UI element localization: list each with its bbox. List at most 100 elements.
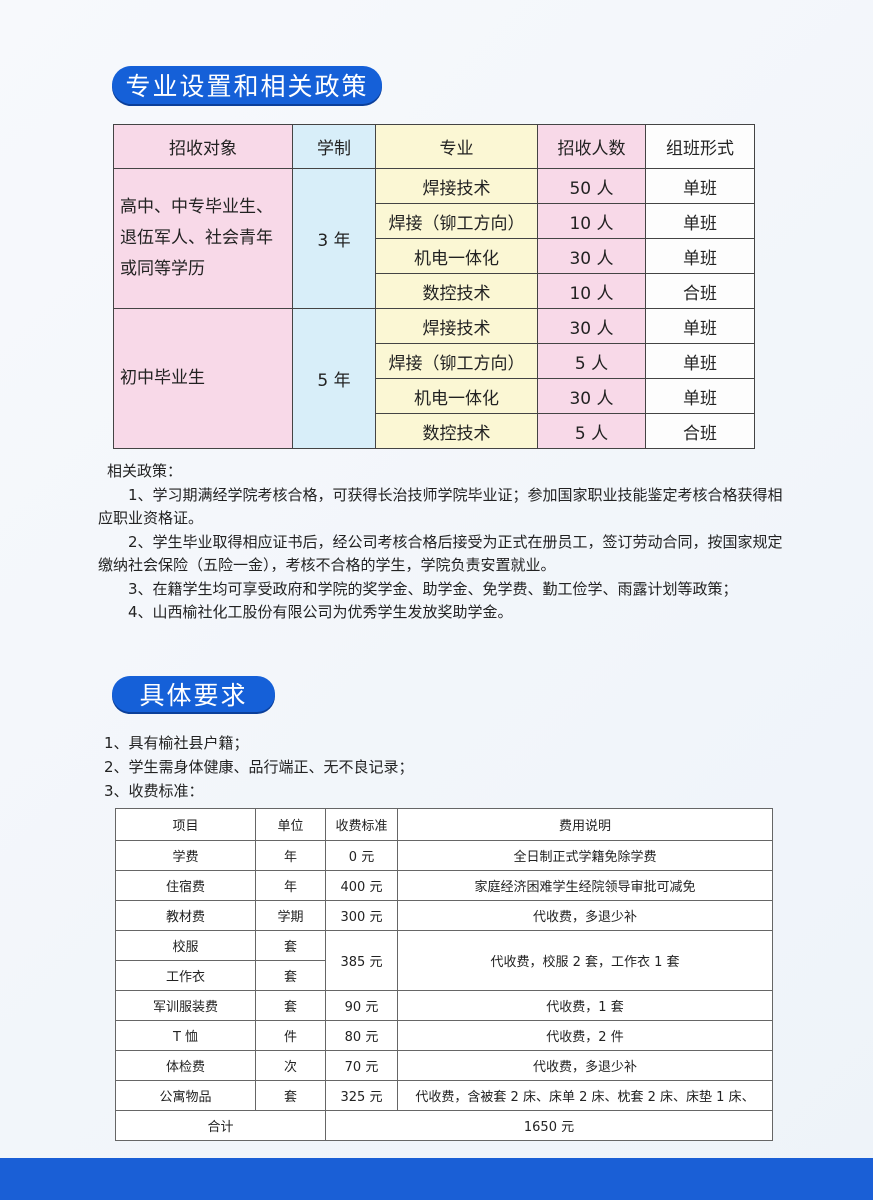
target-cell: 高中、中专毕业生、退伍军人、社会青年或同等学历 <box>113 168 293 309</box>
item-cell: 体检费 <box>115 1050 256 1081</box>
policy-item: 3、在籍学生均可享受政府和学院的奖学金、助学金、免学费、勤工俭学、雨露计划等政策… <box>128 579 738 598</box>
cell: 50 人 <box>537 168 646 204</box>
item-cell: 教材费 <box>115 900 256 931</box>
policy: 相关政策： 1、学习期满经学院考核合格，可获得长治技师学院毕业证；参加国家职业技能… <box>98 460 788 625</box>
cell: 5 人 <box>537 343 646 379</box>
row: 数控技术 5 人合班 <box>114 413 755 449</box>
policy-item: 1、学习期满经学院考核合格，可获得长治技师学院毕业证；参加国家职业技能鉴定考核合… <box>98 485 783 528</box>
cell: 单班 <box>645 308 755 344</box>
requirement: 2、学生需身体健康、品行端正、无不良记录； <box>104 758 414 776</box>
unit-cell: 件 <box>255 1020 326 1051</box>
note-cell: 家庭经济困难学生经院领导审批可减免 <box>397 870 773 901</box>
cell: 10 人 <box>537 203 646 239</box>
note-cell: 代收费，1 套 <box>397 990 773 1021</box>
row: 高中、中专毕业生、退伍军人、社会青年或同等学历 3 年焊接技术 50 人单班 <box>113 168 755 309</box>
unit-cell: 年 <box>255 870 326 901</box>
note-cell: 代收费，校服 2 套，工作衣 1 套 <box>397 930 773 991</box>
cell: 焊接（铆工方向） <box>375 343 538 379</box>
note-cell: 代收费，2 件 <box>397 1020 773 1051</box>
cell: 焊接技术 <box>375 308 538 344</box>
total-label: 合计 <box>115 1110 326 1141</box>
unit-cell: 套 <box>255 990 326 1021</box>
header-cell: 收费标准 <box>325 808 398 841</box>
target-cell: 初中毕业生 <box>113 308 293 449</box>
unit-cell: 学期 <box>255 900 326 931</box>
item-cell: 校服 <box>115 930 256 961</box>
cell: 焊接技术 <box>375 168 538 204</box>
row: 军训服装费套 90 元代收费，1 套 <box>115 990 773 1021</box>
row: 机电一体化 30 人单班 <box>114 378 755 414</box>
fee-cell: 400 元 <box>325 870 398 901</box>
policy-title: 相关政策： <box>107 462 183 480</box>
cell: 合班 <box>645 273 755 309</box>
header-cell: 学制 <box>292 124 376 169</box>
item-cell: T 恤 <box>115 1020 256 1051</box>
note-cell: 代收费，多退少补 <box>397 900 773 931</box>
cell: 焊接（铆工方向） <box>375 203 538 239</box>
row: 机电一体化 30 人单班 <box>114 238 755 274</box>
fee-cell: 0 元 <box>325 840 398 871</box>
unit-cell: 套 <box>255 960 326 991</box>
item-cell: 公寓物品 <box>115 1080 256 1111</box>
row: 焊接（铆工方向） 5 人单班 <box>114 343 755 379</box>
header-cell: 单位 <box>255 808 326 841</box>
requirement: 3、收费标准： <box>104 782 204 800</box>
footer-bar <box>0 1158 873 1200</box>
cell: 30 人 <box>537 238 646 274</box>
cell: 机电一体化 <box>375 378 538 414</box>
total-value: 1650 元 <box>325 1110 773 1141</box>
fee-cell: 385 元 <box>325 930 398 991</box>
duration-cell: 5 年 <box>292 308 376 449</box>
cell: 单班 <box>645 343 755 379</box>
enrollment-table: 招收对象 学制 专业 招收人数 组班形式 高中、中专毕业生、退伍军人、社会青年或同等学历 3… <box>113 124 755 449</box>
cell: 机电一体化 <box>375 238 538 274</box>
total-row: 合计 1650 元 <box>115 1110 773 1141</box>
row: 焊接（铆工方向） 10 人单班 <box>114 203 755 239</box>
row: 教材费 学期 300 元代收费，多退少补 <box>115 900 773 931</box>
cell: 5 人 <box>537 413 646 449</box>
fee-cell: 80 元 <box>325 1020 398 1051</box>
item-cell: 军训服装费 <box>115 990 256 1021</box>
item-cell: 学费 <box>115 840 256 871</box>
requirements: 1、具有榆社县户籍； 2、学生需身体健康、品行端正、无不良记录； 3、收费标准： <box>104 731 414 803</box>
cell: 单班 <box>645 168 755 204</box>
row: 住宿费年 400 元家庭经济困难学生经院领导审批可减免 <box>115 870 773 901</box>
row: 数控技术 10 人合班 <box>114 273 755 309</box>
row: 体检费次 70 元代收费，多退少补 <box>115 1050 773 1081</box>
header-cell: 招收对象 <box>113 124 293 169</box>
requirement: 1、具有榆社县户籍； <box>104 734 249 752</box>
unit-cell: 年 <box>255 840 326 871</box>
header-row: 招收对象 学制 专业 招收人数 组班形式 <box>113 124 755 169</box>
note-cell: 代收费，含被套 2 床、床单 2 床、枕套 2 床、床垫 1 床、 <box>397 1080 773 1111</box>
fee-cell: 70 元 <box>325 1050 398 1081</box>
header-cell: 招收人数 <box>537 124 646 169</box>
row: 公寓物品套 325 元代收费，含被套 2 床、床单 2 床、枕套 2 床、床垫 1… <box>115 1080 773 1111</box>
header-cell: 项目 <box>115 808 256 841</box>
header-cell: 费用说明 <box>397 808 773 841</box>
duration-cell: 3 年 <box>292 168 376 309</box>
row: 学费年 0 元全日制正式学籍免除学费 <box>115 840 773 871</box>
item-cell: 工作衣 <box>115 960 256 991</box>
cell: 单班 <box>645 378 755 414</box>
cell: 数控技术 <box>375 273 538 309</box>
header-cell: 专业 <box>375 124 538 169</box>
fee-cell: 300 元 <box>325 900 398 931</box>
row: 校服套 385 元代收费，校服 2 套，工作衣 1 套 <box>115 930 773 991</box>
unit-cell: 次 <box>255 1050 326 1081</box>
header-row: 项目 单位 收费标准 费用说明 <box>115 808 773 841</box>
header-cell: 组班形式 <box>645 124 755 169</box>
fee-cell: 90 元 <box>325 990 398 1021</box>
cell: 单班 <box>645 203 755 239</box>
fee-cell: 325 元 <box>325 1080 398 1111</box>
item-cell: 住宿费 <box>115 870 256 901</box>
cell: 30 人 <box>537 378 646 414</box>
note-cell: 代收费，多退少补 <box>397 1050 773 1081</box>
cell: 单班 <box>645 238 755 274</box>
unit-cell: 套 <box>255 930 326 961</box>
cell: 10 人 <box>537 273 646 309</box>
policy-item: 4、山西榆社化工股份有限公司为优秀学生发放奖助学金。 <box>128 603 513 621</box>
policy-item: 2、学生毕业取得相应证书后，经公司考核合格后接受为正式在册员工，签订劳动合同，按… <box>98 532 783 575</box>
row: T 恤件 80 元代收费，2 件 <box>115 1020 773 1051</box>
cell: 合班 <box>645 413 755 449</box>
